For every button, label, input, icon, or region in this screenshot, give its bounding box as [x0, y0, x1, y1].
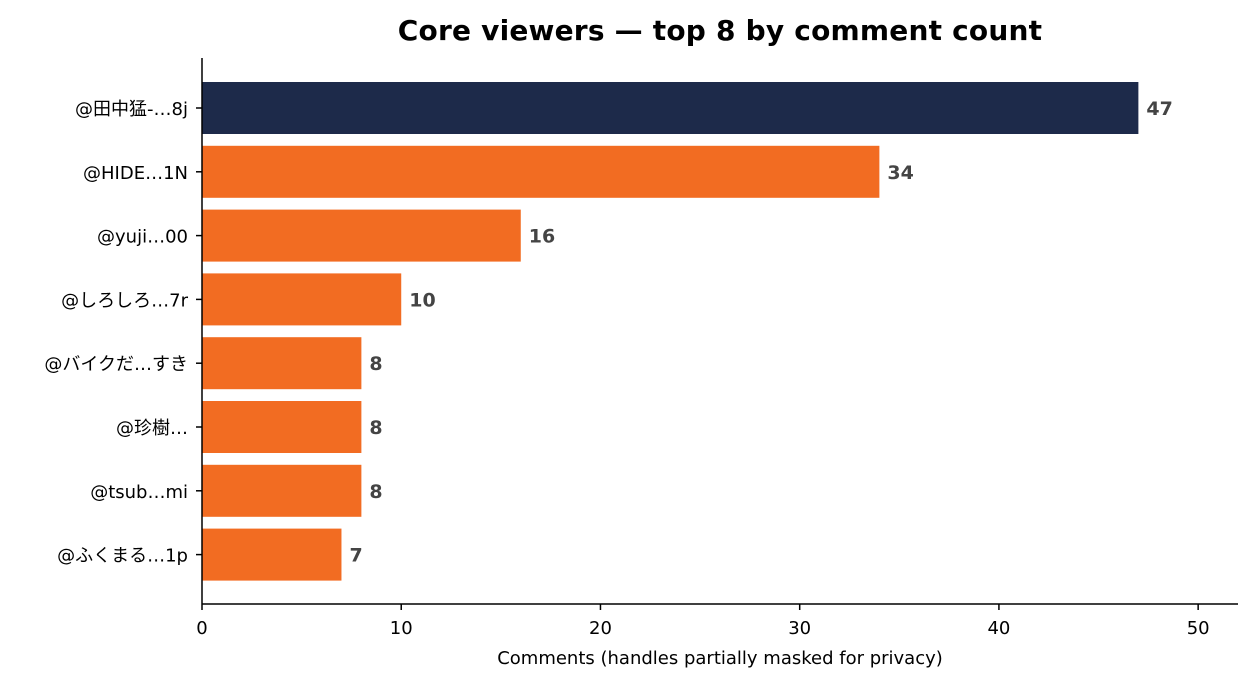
value-label-2: 34	[887, 162, 913, 184]
category-label-1: @田中猛-…8j	[75, 99, 188, 120]
bar-4	[202, 273, 402, 326]
bar-2	[202, 145, 880, 198]
x-tick-label-50: 50	[1187, 618, 1210, 639]
category-label-8: @ふくまる…1p	[57, 546, 188, 567]
value-label-7: 8	[369, 481, 382, 503]
value-label-6: 8	[369, 417, 382, 439]
x-ticks-layer: 0 10 20 30 40 50	[196, 604, 1210, 639]
bar-7	[202, 464, 362, 517]
category-label-7: @tsub…mi	[90, 482, 188, 503]
category-label-6: @珍樹…	[116, 418, 188, 439]
x-axis-title: Comments (handles partially masked for p…	[497, 648, 943, 669]
category-label-3: @yuji…00	[97, 227, 188, 248]
x-tick-label-30: 30	[788, 618, 811, 639]
bars-layer	[202, 82, 1139, 581]
bar-1	[202, 82, 1139, 134]
category-label-2: @HIDE…1N	[83, 163, 188, 184]
x-tick-label-10: 10	[390, 618, 413, 639]
x-tick-label-40: 40	[987, 618, 1010, 639]
x-tick-label-0: 0	[196, 618, 207, 639]
value-label-4: 10	[409, 289, 435, 311]
y-ticks-layer: @田中猛-…8j @HIDE…1N @yuji…00 @しろしろ…7r @バイクだ…すき…	[44, 99, 202, 567]
category-label-5: @バイクだ…すき	[44, 354, 188, 375]
value-label-5: 8	[369, 353, 382, 375]
x-tick-label-20: 20	[589, 618, 612, 639]
value-labels-layer: 47 34 16 10 8 8 8 7	[349, 98, 1172, 567]
bar-3	[202, 209, 521, 262]
chart-title: Core viewers — top 8 by comment count	[397, 14, 1043, 47]
bar-8	[202, 528, 342, 581]
bar-5	[202, 337, 362, 390]
value-label-3: 16	[529, 226, 555, 248]
axes-layer	[201, 58, 1238, 605]
bar-6	[202, 401, 362, 453]
value-label-8: 7	[349, 545, 362, 567]
value-label-1: 47	[1146, 98, 1172, 120]
category-label-4: @しろしろ…7r	[61, 290, 188, 311]
